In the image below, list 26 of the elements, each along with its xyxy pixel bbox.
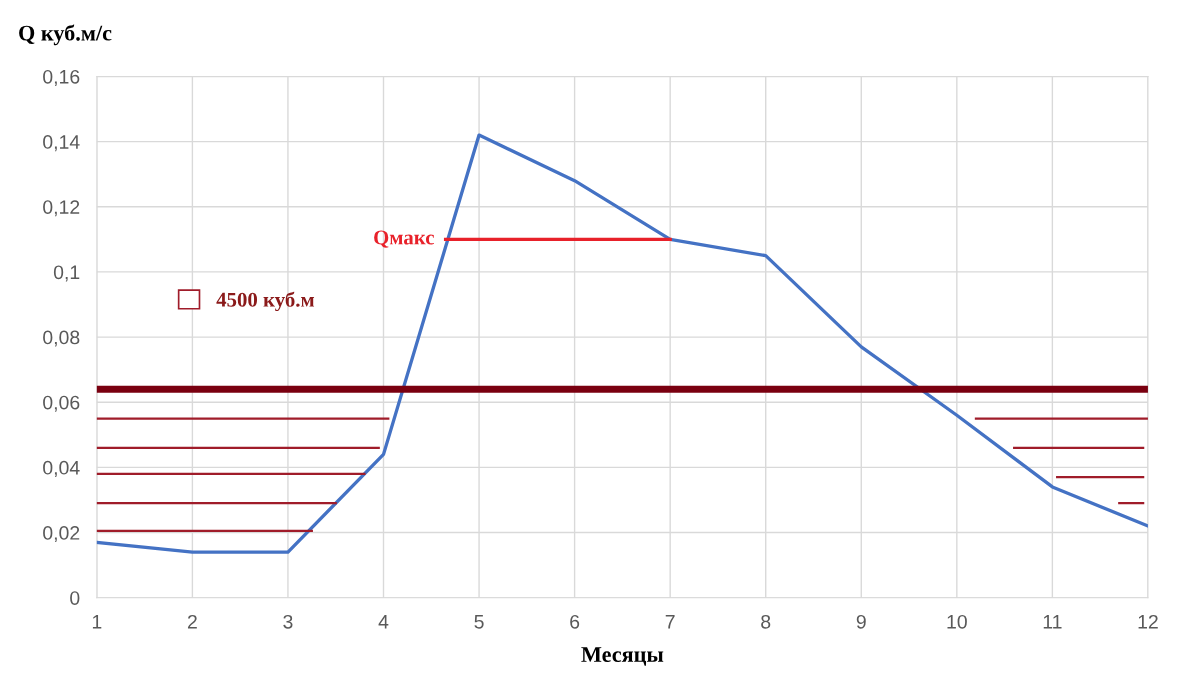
annotation: Qмакс <box>374 230 434 248</box>
x-tick-label: 11 <box>1043 615 1062 629</box>
y-tick-label: 0 <box>70 591 80 605</box>
x-tick-label: 7 <box>665 615 675 629</box>
x-tick-label: 9 <box>856 614 866 629</box>
x-tick-label: 8 <box>761 614 771 629</box>
x-tick-label: 12 <box>1138 614 1158 629</box>
legend-label: 4500 куб.м <box>216 291 315 312</box>
y-tick-label: 0,12 <box>43 200 80 217</box>
y-tick-label: 0,08 <box>43 330 80 347</box>
y-tick-label: 0,16 <box>43 69 80 86</box>
y-tick-label: 0,1 <box>53 265 80 282</box>
y-tick-label: 0,02 <box>43 526 80 543</box>
y-tick-label: 0,14 <box>43 135 80 152</box>
line-series <box>96 133 1148 554</box>
x-tick-label: 10 <box>947 614 967 629</box>
x-tick-label: 4 <box>378 615 389 629</box>
x-tick-label: 2 <box>187 614 197 629</box>
y-tick-label: 0,06 <box>43 395 80 412</box>
x-tick-label: 1 <box>92 615 102 629</box>
x-tick-label: 3 <box>283 614 293 629</box>
y-tick-label: 0,04 <box>43 460 80 477</box>
x-axis-title: Месяцы <box>581 647 664 666</box>
x-tick-label: 5 <box>474 615 484 629</box>
y-axis-title: Q куб.м/с <box>19 24 112 46</box>
x-tick-label: 6 <box>570 614 580 629</box>
